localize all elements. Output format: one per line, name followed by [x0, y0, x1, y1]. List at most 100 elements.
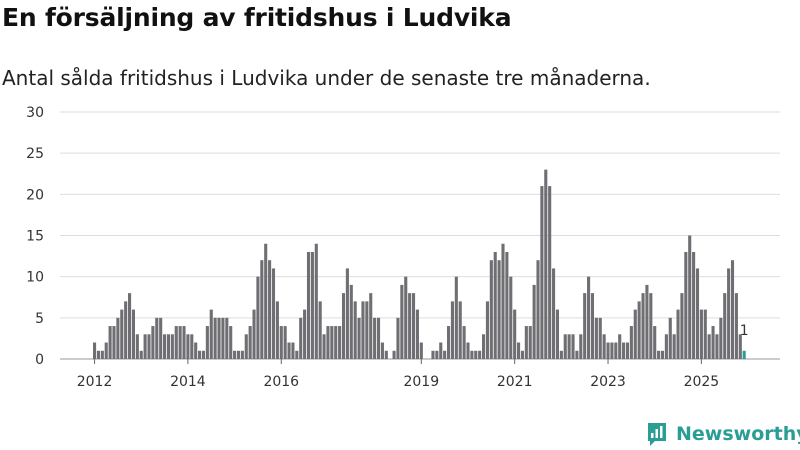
- bar: [310, 251, 314, 359]
- bar: [466, 342, 470, 359]
- bar: [544, 169, 548, 359]
- bar: [186, 334, 190, 359]
- bar: [236, 350, 241, 359]
- bar: [198, 350, 202, 359]
- bar: [559, 350, 563, 359]
- bar: [688, 235, 692, 359]
- bar: [229, 326, 233, 359]
- bar: [501, 243, 505, 359]
- bar: [159, 317, 163, 359]
- bar: [299, 317, 303, 359]
- bar: [649, 293, 653, 359]
- bar: [271, 268, 276, 359]
- bar: [201, 350, 206, 359]
- bar: [124, 301, 128, 359]
- bar: [594, 317, 598, 359]
- bar: [268, 260, 272, 359]
- bar: [711, 326, 715, 359]
- bar: [182, 326, 186, 359]
- bar: [415, 309, 419, 359]
- newsworthy-logo-icon: [648, 423, 666, 446]
- bar: [505, 251, 509, 359]
- bar: [598, 317, 602, 359]
- bar: [252, 309, 256, 359]
- bar: [295, 350, 299, 359]
- x-tick-label: 2025: [684, 374, 720, 390]
- bar: [625, 342, 630, 359]
- bar: [458, 301, 462, 359]
- bar-latest: [742, 350, 746, 359]
- bar: [93, 342, 97, 359]
- y-tick-label: 30: [26, 105, 44, 121]
- bar: [723, 293, 727, 359]
- bar: [225, 317, 229, 359]
- bar: [439, 342, 443, 359]
- bar: [303, 309, 307, 359]
- bar: [244, 334, 248, 359]
- bar: [485, 301, 489, 359]
- bar: [571, 334, 575, 359]
- bar: [443, 350, 447, 359]
- bar: [100, 350, 104, 359]
- bar: [555, 309, 560, 359]
- bar: [128, 293, 132, 359]
- brand-logo[interactable]: Newsworthy: [646, 420, 800, 448]
- bar: [633, 309, 637, 359]
- bar: [575, 350, 579, 359]
- bar: [365, 301, 369, 359]
- bar: [730, 260, 735, 359]
- bar: [170, 334, 174, 359]
- bar: [369, 293, 373, 359]
- bar: [446, 326, 451, 359]
- bar: [194, 342, 198, 359]
- bar: [497, 260, 501, 359]
- bar: [513, 309, 517, 359]
- bar: [470, 350, 474, 359]
- x-tick-label: 2014: [170, 374, 206, 390]
- bar: [583, 293, 587, 359]
- bar: [279, 326, 283, 359]
- bar: [680, 293, 684, 359]
- bar: [190, 334, 194, 359]
- bar: [695, 268, 700, 359]
- bar: [116, 317, 120, 359]
- y-tick-label: 10: [26, 270, 44, 286]
- bar: [637, 301, 641, 359]
- bar: [178, 326, 182, 359]
- bars: [93, 169, 746, 359]
- y-tick-label: 0: [35, 352, 44, 368]
- bar: [353, 301, 357, 359]
- bar: [474, 350, 478, 359]
- bar: [489, 260, 493, 359]
- bar: [703, 309, 707, 359]
- bar: [657, 350, 661, 359]
- bar: [330, 326, 334, 359]
- y-tick-label: 20: [26, 187, 44, 203]
- bar: [256, 276, 260, 359]
- bar: [450, 301, 454, 359]
- bar: [653, 326, 657, 359]
- bar: [155, 317, 159, 359]
- bar: [664, 334, 668, 359]
- bar: [660, 350, 665, 359]
- bar: [411, 293, 416, 359]
- x-tick-label: 2023: [590, 374, 626, 390]
- bar: [614, 342, 618, 359]
- bar: [260, 260, 264, 359]
- x-tick-label: 2021: [497, 374, 533, 390]
- bar: [548, 186, 552, 359]
- bar: [392, 350, 396, 359]
- bar: [719, 317, 723, 359]
- bar: [520, 350, 524, 359]
- x-axis: 2012 2014 2016 2019 2021 2023 2025: [77, 359, 719, 390]
- bar: [338, 326, 342, 359]
- annotations: 1: [740, 323, 749, 339]
- bar: [306, 251, 311, 359]
- bar: [408, 293, 412, 359]
- bar: [618, 334, 622, 359]
- y-tick-label: 25: [26, 146, 44, 162]
- bar: [205, 326, 209, 359]
- bar: [590, 293, 595, 359]
- bar: [384, 350, 388, 359]
- bar: [431, 350, 435, 359]
